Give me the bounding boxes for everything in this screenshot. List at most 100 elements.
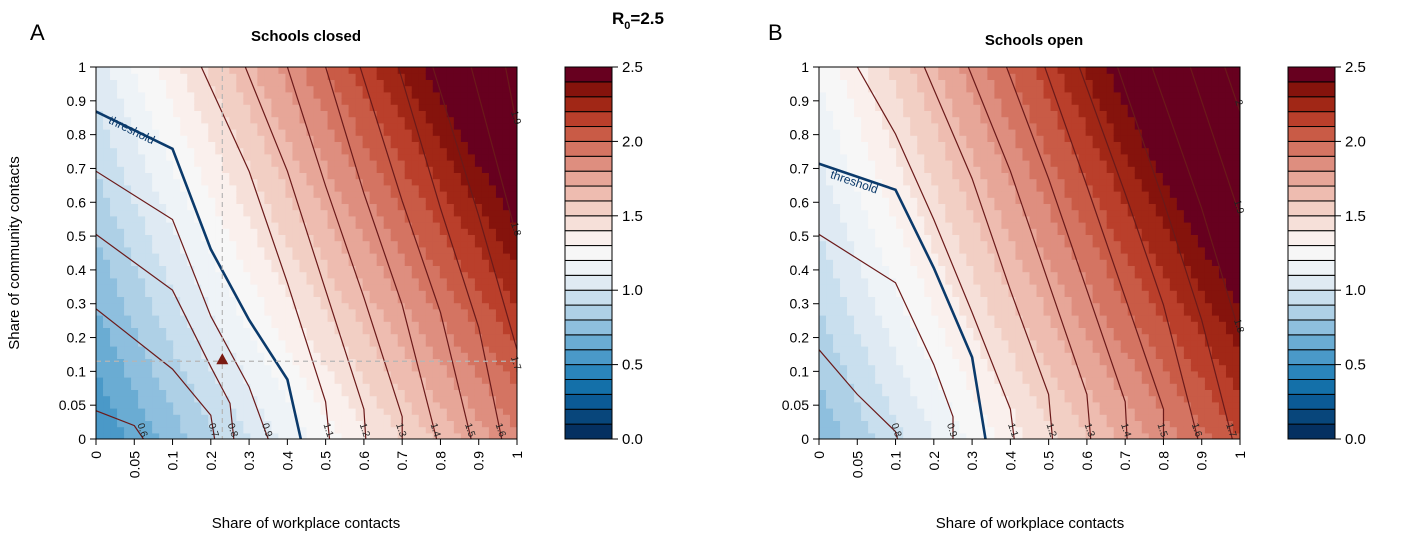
heatmap-cell xyxy=(495,153,504,161)
heatmap-cell xyxy=(117,73,125,80)
heatmap-cell xyxy=(383,389,392,397)
heatmap-cell xyxy=(854,104,862,111)
heatmap-cell xyxy=(96,178,104,186)
heatmap-cell xyxy=(502,395,511,403)
heatmap-cell xyxy=(425,79,434,87)
heatmap-cell xyxy=(313,246,322,254)
heatmap-cell xyxy=(903,290,911,297)
heatmap-cell xyxy=(173,246,181,254)
heatmap-cell xyxy=(833,364,841,372)
heatmap-cell xyxy=(481,408,490,415)
heatmap-cell xyxy=(145,153,153,161)
heatmap-cell xyxy=(439,253,448,260)
heatmap-cell xyxy=(180,85,188,93)
heatmap-cell xyxy=(826,426,834,434)
heatmap-cell xyxy=(882,141,890,149)
heatmap-cell xyxy=(369,73,378,80)
heatmap-cell xyxy=(826,73,834,80)
heatmap-cell xyxy=(495,420,504,428)
heatmap-cell xyxy=(201,116,209,124)
heatmap-cell xyxy=(833,253,841,260)
heatmap-cell xyxy=(509,79,517,87)
heatmap-cell xyxy=(861,197,869,204)
heatmap-cell xyxy=(131,284,139,291)
heatmap-cell xyxy=(854,302,862,310)
heatmap-cell xyxy=(481,160,490,167)
heatmap-cell xyxy=(229,284,237,291)
heatmap-cell xyxy=(96,79,104,87)
heatmap-cell xyxy=(348,296,357,304)
heatmap-cell xyxy=(847,234,855,242)
heatmap-cell xyxy=(145,346,153,353)
heatmap-cell xyxy=(313,315,322,322)
heatmap-cell xyxy=(446,259,455,266)
heatmap-cell xyxy=(390,352,399,359)
heatmap-cell xyxy=(166,184,174,192)
heatmap-cell xyxy=(124,135,132,142)
heatmap-cell xyxy=(959,79,967,87)
heatmap-cell xyxy=(833,197,841,204)
heatmap-cell xyxy=(397,203,406,211)
heatmap-cell xyxy=(875,67,883,74)
heatmap-cell xyxy=(278,271,287,279)
heatmap-cell xyxy=(854,116,862,124)
heatmap-cell xyxy=(833,122,841,130)
heatmap-cell xyxy=(278,259,287,266)
heatmap-cell xyxy=(875,197,883,204)
heatmap-cell xyxy=(439,308,448,316)
heatmap-cell xyxy=(840,308,848,316)
heatmap-cell xyxy=(460,339,469,347)
heatmap-cell xyxy=(166,178,174,186)
heatmap-cell xyxy=(285,166,294,173)
heatmap-cell xyxy=(194,383,202,390)
heatmap-cell xyxy=(285,85,294,93)
heatmap-cell xyxy=(453,160,462,167)
heatmap-cell xyxy=(847,389,855,397)
heatmap-cell xyxy=(938,408,946,415)
heatmap-cell xyxy=(397,426,406,434)
heatmap-cell xyxy=(418,191,427,198)
heatmap-cell xyxy=(453,104,462,111)
heatmap-cell xyxy=(110,166,118,173)
heatmap-cell xyxy=(131,191,139,198)
heatmap-cell xyxy=(250,129,258,136)
heatmap-cell xyxy=(264,234,273,242)
heatmap-cell xyxy=(840,401,848,409)
heatmap-cell xyxy=(250,315,258,322)
heatmap-cell xyxy=(166,265,174,273)
heatmap-cell xyxy=(201,389,209,397)
heatmap-cell xyxy=(187,240,195,248)
heatmap-cell xyxy=(355,253,364,260)
heatmap-cell xyxy=(833,339,841,347)
heatmap-cell xyxy=(861,178,869,186)
heatmap-cell xyxy=(481,234,490,242)
heatmap-cell xyxy=(481,265,490,273)
heatmap-cell xyxy=(292,79,301,87)
heatmap-cell xyxy=(222,79,230,87)
heatmap-cell xyxy=(222,203,230,211)
heatmap-cell xyxy=(222,191,230,198)
heatmap-cell xyxy=(124,302,132,310)
heatmap-cell xyxy=(117,85,125,93)
heatmap-cell xyxy=(819,129,827,136)
heatmap-cell xyxy=(166,327,174,335)
heatmap-cell xyxy=(173,395,181,403)
heatmap-cell xyxy=(432,153,441,161)
heatmap-cell xyxy=(966,395,974,403)
heatmap-cell xyxy=(229,191,237,198)
heatmap-cell xyxy=(173,271,181,279)
heatmap-cell xyxy=(875,203,883,211)
heatmap-cell xyxy=(397,234,406,242)
heatmap-cell xyxy=(833,85,841,93)
heatmap-cell xyxy=(229,253,237,260)
heatmap-cell xyxy=(278,277,287,285)
heatmap-cell xyxy=(138,414,146,421)
heatmap-cell xyxy=(495,67,504,74)
heatmap-cell xyxy=(903,370,911,378)
heatmap-cell xyxy=(425,172,434,180)
heatmap-cell xyxy=(138,395,146,403)
heatmap-cell xyxy=(299,420,308,428)
heatmap-cell xyxy=(952,240,960,248)
heatmap-cell xyxy=(425,104,434,111)
heatmap-cell xyxy=(376,73,385,80)
